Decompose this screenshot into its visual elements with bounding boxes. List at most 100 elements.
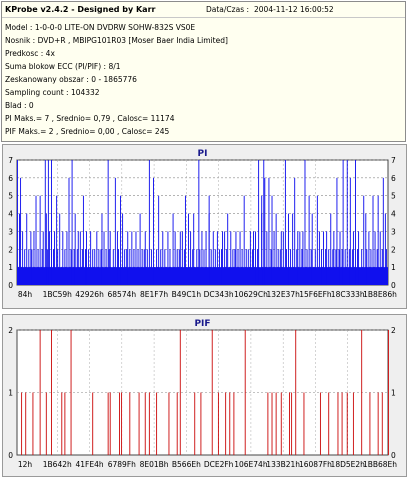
data-bar	[71, 160, 73, 285]
data-bar	[374, 231, 376, 285]
data-bar	[133, 249, 135, 285]
data-bar	[47, 160, 49, 285]
data-bar	[321, 249, 322, 285]
x-tick-label: 16087Fh	[299, 460, 332, 469]
data-bar	[35, 195, 37, 285]
y-tick-label-right: 2	[391, 326, 396, 335]
data-bar	[216, 231, 218, 285]
datetime-label: Data/Czas :	[206, 5, 250, 14]
data-bar	[318, 231, 320, 285]
data-bar	[301, 249, 303, 285]
data-bar	[366, 249, 368, 285]
data-bar	[138, 392, 140, 455]
data-bar	[296, 249, 298, 285]
data-bar	[205, 231, 207, 285]
data-bar	[129, 392, 131, 455]
data-bar	[379, 231, 381, 285]
y-tick-label-right: 3	[391, 227, 396, 236]
data-bar	[61, 392, 63, 455]
data-bar	[51, 213, 52, 285]
data-bar	[270, 249, 272, 285]
x-tick-label: 106E74h	[234, 460, 268, 469]
data-bar	[156, 249, 158, 285]
data-bar	[70, 330, 72, 455]
data-bar	[124, 249, 126, 285]
x-tick-label: 68574h	[108, 290, 137, 299]
data-bar	[332, 249, 334, 285]
data-bar	[361, 330, 363, 455]
data-bar	[282, 231, 284, 285]
y-tick-label-right: 7	[391, 156, 396, 165]
data-bar	[64, 392, 66, 455]
data-bar	[179, 231, 181, 285]
data-bar	[66, 231, 68, 285]
data-bar	[382, 177, 384, 285]
data-bar	[255, 231, 256, 285]
data-bar	[328, 392, 330, 455]
data-bar	[381, 249, 383, 285]
info-line-ecc-sum: Suma blokow ECC (PI/PIF) : 8/1	[5, 62, 121, 71]
x-tick-label: 132E37h	[267, 290, 301, 299]
y-tick-label-left: 4	[8, 210, 13, 219]
data-bar	[25, 392, 27, 455]
data-bar	[365, 213, 367, 285]
data-bar	[288, 213, 289, 285]
data-bar	[135, 231, 137, 285]
data-bar	[376, 249, 378, 285]
data-bar	[107, 160, 109, 285]
data-bar	[168, 392, 170, 455]
x-tick-label: 41FE4h	[75, 460, 103, 469]
info-line-pif-stats: PIF Maks.= 2 , Srednio= 0,00 , Calosc= 2…	[5, 127, 170, 136]
data-bar	[158, 195, 160, 285]
pif-chart: PIF 0 0 1 1 2 2 12h 1B642h 41FE4h 6789Fh 8E01Bh B566…	[8, 319, 397, 469]
data-bar	[277, 249, 279, 285]
data-bar	[108, 249, 110, 285]
data-bar	[179, 330, 181, 455]
data-bar	[294, 177, 296, 285]
data-bar	[103, 231, 105, 285]
data-bar	[74, 213, 76, 285]
data-bar	[344, 249, 346, 285]
data-bar	[68, 177, 70, 285]
data-bar	[148, 392, 150, 455]
data-bar	[323, 231, 324, 285]
data-bar	[41, 249, 43, 285]
info-panel: KProbe v2.4.2 - Designed by Karr Data/Cz…	[1, 1, 406, 142]
y-tick-label-left: 2	[8, 245, 13, 254]
data-bar	[245, 249, 247, 285]
data-bar	[121, 392, 123, 455]
data-bar	[54, 231, 56, 285]
data-bar	[225, 392, 227, 455]
data-bar	[116, 231, 118, 285]
x-tick-label: 1BB68Eh	[363, 460, 397, 469]
data-bar	[263, 160, 265, 285]
data-bar	[358, 231, 360, 285]
data-bar	[164, 249, 166, 285]
data-bar	[94, 249, 96, 285]
data-bar	[214, 249, 216, 285]
data-bar	[30, 231, 32, 285]
data-bar	[146, 249, 148, 285]
data-bar	[377, 392, 379, 455]
info-line-speed: Predkosc : 4x	[5, 49, 55, 58]
x-tick-label: 1B642h	[43, 460, 72, 469]
data-bar	[212, 231, 214, 285]
data-bar	[199, 249, 201, 285]
data-bar	[31, 249, 33, 285]
data-bar	[120, 195, 121, 285]
data-bar	[203, 249, 205, 285]
data-bar	[64, 249, 66, 285]
data-bar	[143, 249, 145, 285]
data-bar	[153, 177, 154, 285]
data-bar	[330, 213, 332, 285]
data-bar	[176, 249, 178, 285]
info-line-media: Nosnik : DVD+R , MBIPG101R03 [Moser Baer…	[5, 36, 228, 45]
data-bar	[352, 392, 354, 455]
data-bar	[109, 231, 111, 285]
data-bar	[45, 392, 47, 455]
x-tick-label: 1B8E86h	[363, 290, 397, 299]
x-tick-label: B566Eh	[172, 460, 201, 469]
data-bar	[24, 249, 26, 285]
data-bar	[377, 195, 379, 285]
data-bar	[184, 195, 186, 285]
